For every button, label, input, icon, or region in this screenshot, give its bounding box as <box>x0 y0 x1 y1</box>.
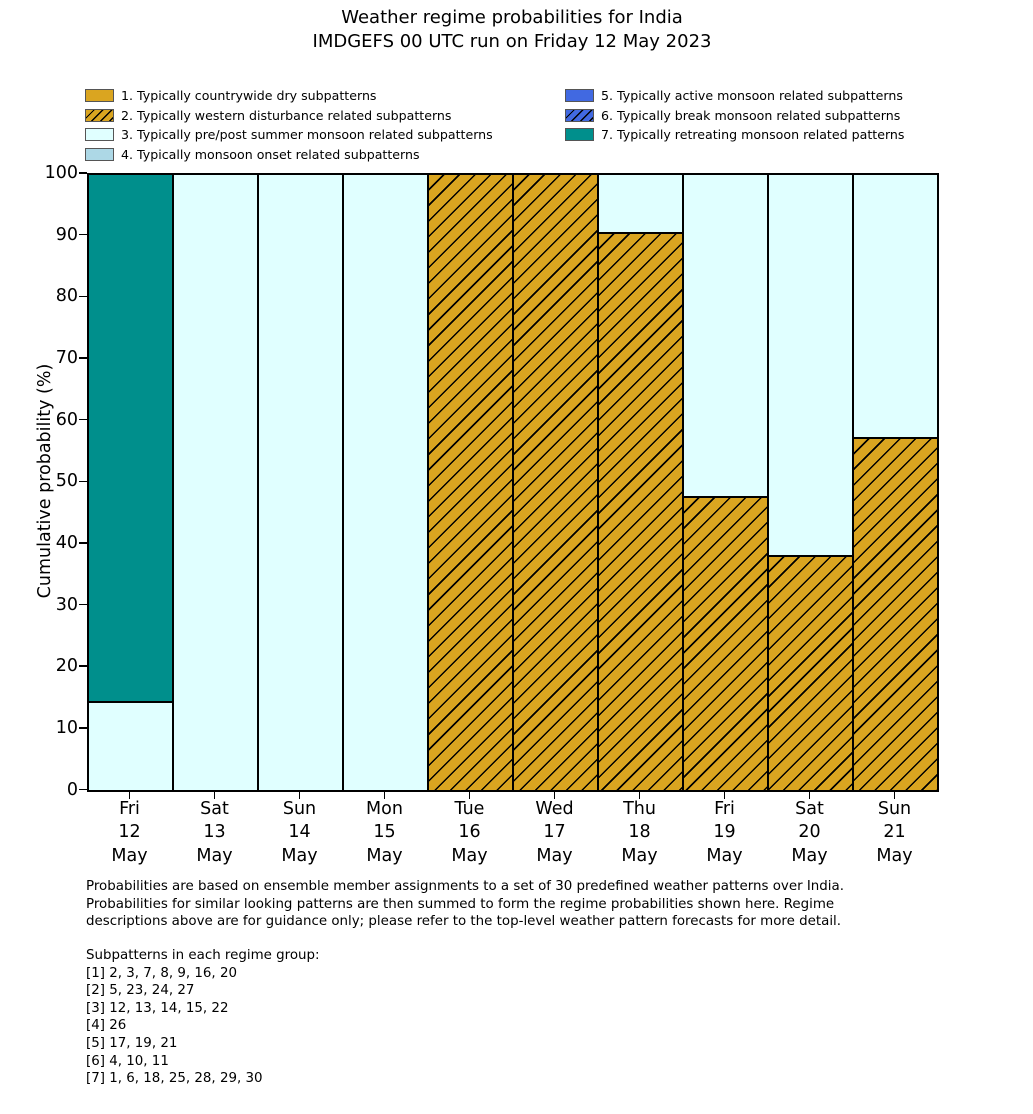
subpatterns-line: [3] 12, 13, 14, 15, 22 <box>86 1000 229 1016</box>
bar-segment-regime3 <box>258 174 343 791</box>
x-tick-mark <box>893 790 896 799</box>
bar-segment-regime2 <box>683 497 768 791</box>
legend-item-label: 4. Typically monsoon onset related subpa… <box>121 147 420 163</box>
legend-column-left: 1. Typically countrywide dry subpatterns… <box>85 86 493 164</box>
legend-swatch-3 <box>85 128 114 142</box>
y-tick-label: 40 <box>55 532 78 553</box>
x-tick-mark <box>723 790 726 799</box>
legend-swatch-6 <box>565 108 594 122</box>
y-tick-label: 90 <box>55 224 78 245</box>
x-tick-label: Mon 15 May <box>366 798 403 866</box>
bar-segment-regime2 <box>428 174 513 791</box>
y-tick-label: 70 <box>55 347 78 368</box>
x-tick-mark <box>808 790 811 799</box>
legend-item-label: 3. Typically pre/post summer monsoon rel… <box>121 127 493 143</box>
y-tick-mark <box>79 665 87 667</box>
y-tick-label: 30 <box>55 594 78 615</box>
subpatterns-line: [5] 17, 19, 21 <box>86 1035 178 1051</box>
y-tick-mark <box>79 172 87 174</box>
bar-segment-regime3 <box>88 702 173 791</box>
subpatterns-line: [2] 5, 23, 24, 27 <box>86 983 195 999</box>
y-tick-mark <box>79 603 87 606</box>
y-tick-mark <box>79 727 87 729</box>
legend-item: 3. Typically pre/post summer monsoon rel… <box>85 125 493 145</box>
bar-segment-regime2 <box>768 555 853 791</box>
chart-title: Weather regime probabilities for India <box>341 7 683 28</box>
y-tick-mark <box>79 233 87 236</box>
x-tick-mark <box>638 790 641 799</box>
bar-segment-regime2 <box>853 438 938 791</box>
bar-segment-regime3 <box>173 174 258 791</box>
legend-item-label: 2. Typically western disturbance related… <box>121 107 452 123</box>
subpatterns-line: [4] 26 <box>86 1018 127 1034</box>
subpatterns-line: [1] 2, 3, 7, 8, 9, 16, 20 <box>86 965 237 981</box>
legend-item-label: 1. Typically countrywide dry subpatterns <box>121 88 377 104</box>
subpatterns-header: Subpatterns in each regime group: <box>86 948 320 963</box>
y-tick-mark <box>79 542 87 544</box>
x-tick-mark <box>383 790 386 799</box>
legend-item: 6. Typically break monsoon related subpa… <box>565 106 904 126</box>
bar-segment-regime3 <box>853 174 938 439</box>
bar-segment-regime2 <box>598 232 683 791</box>
legend-item-label: 5. Typically active monsoon related subp… <box>601 88 903 104</box>
footnote-line: Probabilities are based on ensemble memb… <box>86 879 844 894</box>
legend-swatch-5 <box>565 89 594 103</box>
y-tick-mark <box>79 788 87 791</box>
bar-segment-regime3 <box>343 174 428 791</box>
legend-item: 1. Typically countrywide dry subpatterns <box>85 86 493 106</box>
bar-segment-regime3 <box>768 174 853 556</box>
chart-subtitle: IMDGEFS 00 UTC run on Friday 12 May 2023 <box>312 31 712 52</box>
x-tick-label: Sun 14 May <box>281 798 318 866</box>
x-tick-mark <box>553 790 556 799</box>
x-tick-label: Thu 18 May <box>621 798 658 866</box>
y-tick-label: 80 <box>55 286 78 307</box>
y-tick-label: 0 <box>66 779 78 800</box>
y-tick-mark <box>79 480 87 482</box>
y-tick-mark <box>79 357 87 359</box>
subpatterns-line: [6] 4, 10, 11 <box>86 1053 169 1069</box>
x-tick-mark <box>468 790 471 799</box>
x-tick-mark <box>213 790 216 799</box>
footnote-line: descriptions above are for guidance only… <box>86 914 842 930</box>
y-tick-label: 20 <box>55 656 78 677</box>
legend-item-label: 7. Typically retreating monsoon related … <box>601 127 905 143</box>
bar-segment-regime3 <box>598 174 683 233</box>
y-tick-label: 100 <box>44 163 78 183</box>
bar-segment-regime7 <box>88 174 173 703</box>
legend-item: 5. Typically active monsoon related subp… <box>565 86 904 106</box>
x-tick-mark <box>298 790 301 799</box>
footnote-text: Probabilities are based on ensemble memb… <box>86 878 844 931</box>
x-tick-label: Wed 17 May <box>535 798 574 866</box>
x-tick-label: Sun 21 May <box>876 798 913 866</box>
subpatterns-list: Subpatterns in each regime group: [1] 2, … <box>86 947 320 1088</box>
x-tick-mark <box>128 790 131 799</box>
x-tick-label: Fri 12 May <box>111 798 148 866</box>
y-tick-label: 60 <box>55 409 78 430</box>
x-tick-label: Sat 20 May <box>791 798 828 866</box>
plot-area <box>87 173 939 792</box>
legend-item: 4. Typically monsoon onset related subpa… <box>85 145 493 165</box>
legend-item: 7. Typically retreating monsoon related … <box>565 125 904 145</box>
legend-item-label: 6. Typically break monsoon related subpa… <box>601 107 901 123</box>
y-tick-label: 50 <box>55 471 78 492</box>
subpatterns-line: [7] 1, 6, 18, 25, 28, 29, 30 <box>86 1071 263 1087</box>
bar-segment-regime3 <box>683 174 768 498</box>
y-tick-mark <box>79 418 87 421</box>
y-tick-label: 10 <box>55 717 78 738</box>
legend-swatch-4 <box>85 148 114 162</box>
legend-item: 2. Typically western disturbance related… <box>85 106 493 126</box>
y-tick-mark <box>79 295 87 298</box>
legend-swatch-1 <box>85 89 114 103</box>
x-tick-label: Sat 13 May <box>196 798 233 866</box>
legend-swatch-2 <box>85 108 114 122</box>
legend-swatch-7 <box>565 128 594 142</box>
footnote-line: Probabilities for similar looking patter… <box>86 896 835 912</box>
x-tick-label: Tue 16 May <box>451 798 488 866</box>
bar-segment-regime2 <box>513 174 598 791</box>
legend-column-right: 5. Typically active monsoon related subp… <box>565 86 904 145</box>
x-tick-label: Fri 19 May <box>706 798 743 866</box>
